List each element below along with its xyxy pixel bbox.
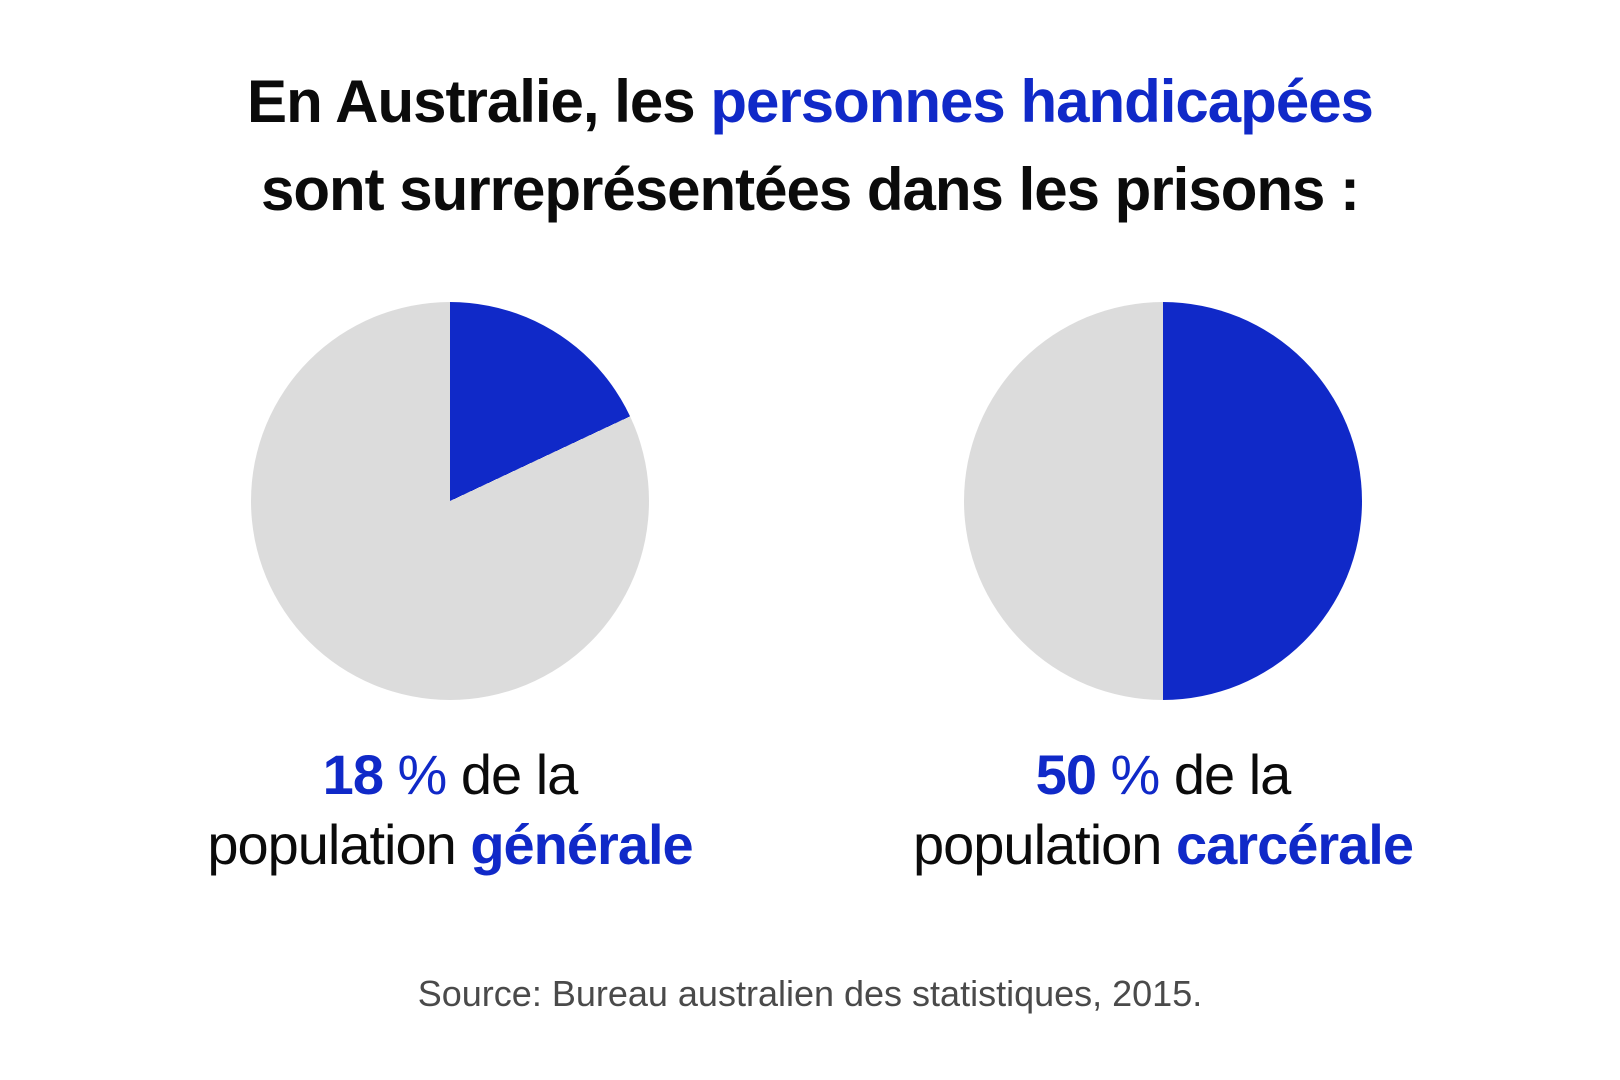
caption-prison-population: 50 % de la population carcérale (863, 740, 1463, 880)
caption-prison-population-word: population (912, 813, 1162, 876)
title-line-2: sont surreprésentées dans les prisons : (260, 156, 1360, 223)
title-line1-black: En Australie, les (247, 68, 711, 135)
caption-general-line-1: 18 % de la (150, 740, 750, 810)
caption-prison-line-2: population carcérale (863, 810, 1463, 880)
source-attribution: Source: Bureau australien des statistiqu… (417, 973, 1203, 1014)
page-title: En Australie, les personnes handicapées … (0, 58, 1620, 234)
caption-general-population-word: population (207, 813, 456, 876)
caption-general-highlight-word: générale (470, 813, 693, 876)
title-line1-highlight: personnes handicapées (710, 68, 1374, 135)
caption-general-percent-value: 18 (322, 743, 384, 806)
caption-prison-percent-sign: % (1110, 743, 1161, 806)
caption-prison-suffix: de la (1173, 743, 1291, 806)
pie-chart-prison-population (964, 302, 1362, 700)
caption-prison-line-1: 50 % de la (863, 740, 1463, 810)
caption-general-population: 18 % de la population générale (150, 740, 750, 880)
pie-chart-general-population (251, 302, 649, 700)
caption-general-suffix: de la (460, 743, 578, 806)
caption-prison-highlight-word: carcérale (1176, 813, 1414, 876)
caption-prison-percent-value: 50 (1035, 743, 1097, 806)
title-line-1: En Australie, les personnes handicapées (0, 58, 1620, 146)
caption-general-percent-sign: % (397, 743, 448, 806)
caption-general-line-2: population générale (150, 810, 750, 880)
